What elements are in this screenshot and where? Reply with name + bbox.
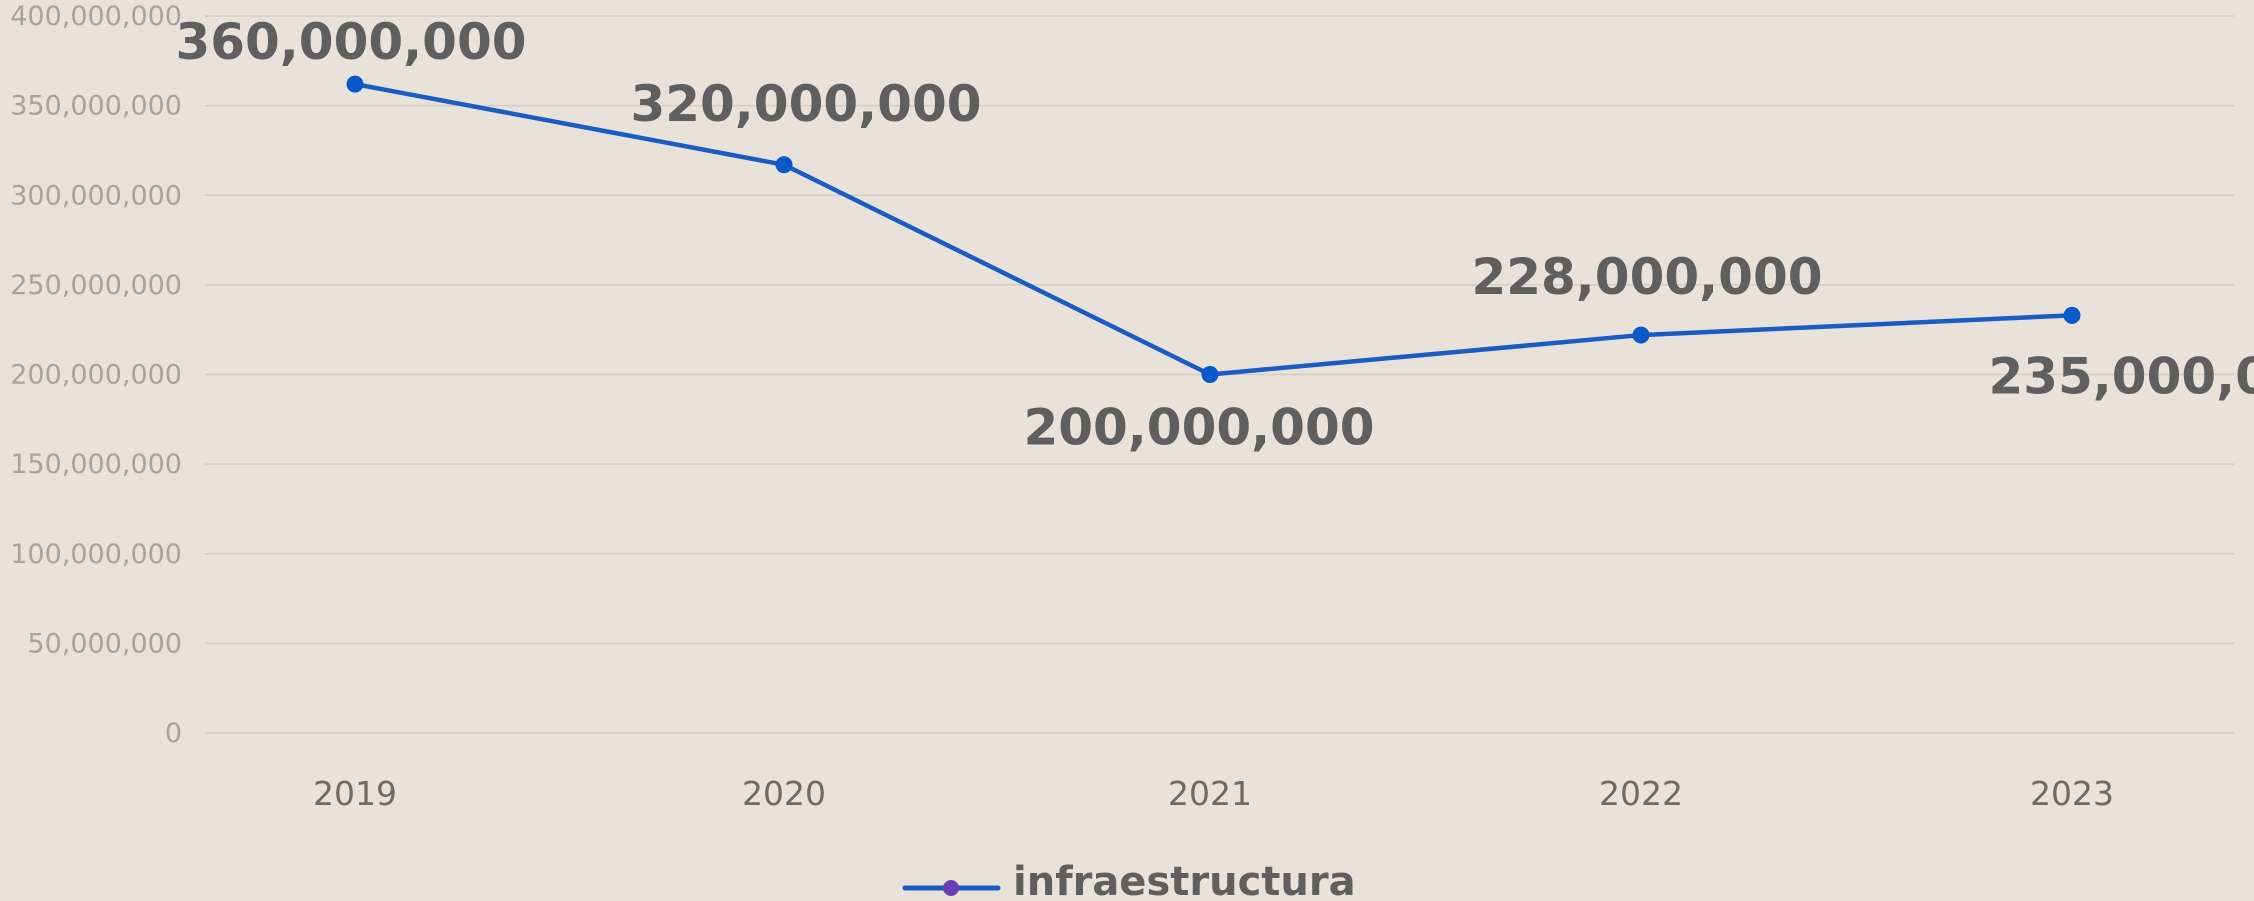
legend-label: infraestructura <box>1013 859 1356 901</box>
data-label-2020: 320,000,000 <box>630 75 981 133</box>
series-line-infraestructura <box>352 81 2075 377</box>
x-tick-label: 2021 <box>1168 774 1252 813</box>
series-layer <box>346 75 2081 383</box>
y-tick-label: 200,000,000 <box>10 360 182 391</box>
data-labels: 360,000,000 320,000,000 200,000,000 228,000… <box>175 13 2254 456</box>
data-point-2023[interactable] <box>2063 306 2081 324</box>
y-tick-label: 400,000,000 <box>10 1 182 32</box>
data-point-2020[interactable] <box>775 156 793 174</box>
data-point-2021[interactable] <box>1201 366 1219 383</box>
x-tick-label: 2020 <box>742 774 826 813</box>
y-tick-label: 50,000,000 <box>27 628 182 659</box>
y-tick-label: 250,000,000 <box>10 270 182 301</box>
x-tick-label: 2019 <box>313 774 397 813</box>
y-tick-label: 350,000,000 <box>10 91 182 122</box>
legend[interactable]: infraestructura <box>902 859 1356 901</box>
x-tick-label: 2023 <box>2030 774 2114 813</box>
data-label-2019: 360,000,000 <box>175 13 526 71</box>
data-point-2022[interactable] <box>1632 326 1650 344</box>
y-axis-ticks: 0 50,000,000 100,000,000 150,000,000 200,000… <box>10 1 182 749</box>
data-label-2023: 235,000,000 <box>1988 347 2254 405</box>
y-tick-label: 100,000,000 <box>10 539 182 570</box>
data-label-2022: 228,000,000 <box>1471 248 1822 306</box>
data-label-2021: 200,000,000 <box>1023 399 1374 457</box>
x-tick-label: 2022 <box>1599 774 1683 813</box>
y-tick-label: 150,000,000 <box>10 449 182 480</box>
y-tick-label: 300,000,000 <box>10 180 182 211</box>
data-point-2019[interactable] <box>346 75 364 93</box>
legend-dot-marker <box>943 880 959 896</box>
y-tick-label: 0 <box>165 718 182 749</box>
x-axis-ticks: 2019 2020 2021 2022 2023 <box>313 774 2114 813</box>
